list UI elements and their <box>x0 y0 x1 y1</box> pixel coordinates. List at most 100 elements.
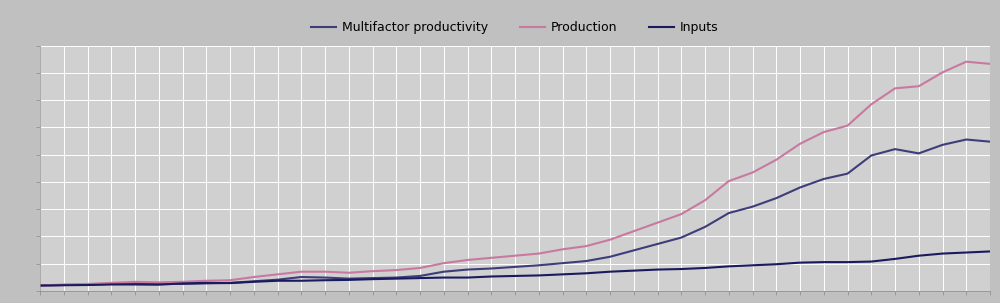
Inputs <box>556 272 568 276</box>
Inputs <box>462 276 474 279</box>
Multifactor productivity <box>366 276 378 280</box>
Multifactor productivity <box>842 172 854 175</box>
Production <box>509 254 521 258</box>
Inputs <box>675 267 687 271</box>
Production <box>105 281 117 285</box>
Multifactor productivity <box>319 276 331 279</box>
Multifactor productivity <box>343 277 355 281</box>
Inputs <box>248 280 260 284</box>
Multifactor productivity <box>818 177 830 181</box>
Multifactor productivity <box>176 282 188 286</box>
Multifactor productivity <box>628 248 640 252</box>
Inputs <box>366 277 378 281</box>
Production <box>248 275 260 279</box>
Inputs <box>319 278 331 282</box>
Inputs <box>818 260 830 264</box>
Production <box>485 256 497 260</box>
Multifactor productivity <box>889 147 901 151</box>
Multifactor productivity <box>248 279 260 283</box>
Inputs <box>913 254 925 258</box>
Inputs <box>58 283 70 287</box>
Production <box>343 271 355 275</box>
Production <box>652 221 664 225</box>
Inputs <box>889 257 901 261</box>
Production <box>34 284 46 287</box>
Multifactor productivity <box>652 242 664 246</box>
Production <box>770 158 782 161</box>
Production <box>556 248 568 251</box>
Inputs <box>960 251 972 254</box>
Inputs <box>390 277 402 281</box>
Multifactor productivity <box>675 236 687 239</box>
Multifactor productivity <box>462 268 474 271</box>
Inputs <box>509 274 521 278</box>
Inputs <box>746 264 759 267</box>
Multifactor productivity <box>200 281 212 285</box>
Inputs <box>438 276 450 279</box>
Production <box>438 261 450 265</box>
Production <box>295 270 307 274</box>
Multifactor productivity <box>129 281 141 285</box>
Production <box>319 270 331 274</box>
Multifactor productivity <box>509 265 521 269</box>
Inputs <box>604 270 616 274</box>
Multifactor productivity <box>746 205 759 208</box>
Inputs <box>842 260 854 264</box>
Multifactor productivity <box>414 274 426 278</box>
Production <box>580 244 592 248</box>
Multifactor productivity <box>533 264 545 267</box>
Inputs <box>984 250 996 253</box>
Inputs <box>580 271 592 275</box>
Multifactor productivity <box>580 259 592 263</box>
Production <box>272 272 284 276</box>
Inputs <box>295 279 307 283</box>
Line: Multifactor productivity: Multifactor productivity <box>40 139 990 285</box>
Multifactor productivity <box>105 282 117 286</box>
Production <box>153 281 165 284</box>
Production <box>865 102 877 106</box>
Inputs <box>129 283 141 286</box>
Multifactor productivity <box>82 283 94 286</box>
Multifactor productivity <box>272 278 284 281</box>
Production <box>390 268 402 272</box>
Multifactor productivity <box>794 186 806 189</box>
Multifactor productivity <box>936 143 948 147</box>
Inputs <box>343 278 355 282</box>
Inputs <box>723 265 735 268</box>
Multifactor productivity <box>485 267 497 270</box>
Inputs <box>628 269 640 272</box>
Legend: Multifactor productivity, Production, Inputs: Multifactor productivity, Production, In… <box>311 21 719 34</box>
Inputs <box>272 279 284 283</box>
Inputs <box>176 281 188 285</box>
Production <box>936 71 948 74</box>
Inputs <box>34 284 46 287</box>
Inputs <box>936 252 948 255</box>
Inputs <box>533 274 545 277</box>
Production <box>794 142 806 146</box>
Production <box>675 212 687 216</box>
Production <box>818 130 830 134</box>
Multifactor productivity <box>58 283 70 287</box>
Multifactor productivity <box>224 281 236 285</box>
Multifactor productivity <box>865 154 877 157</box>
Inputs <box>105 283 117 286</box>
Multifactor productivity <box>438 270 450 274</box>
Multifactor productivity <box>723 211 735 215</box>
Production <box>604 238 616 241</box>
Inputs <box>414 276 426 280</box>
Production <box>723 179 735 183</box>
Inputs <box>82 283 94 287</box>
Production <box>176 280 188 284</box>
Line: Inputs: Inputs <box>40 251 990 285</box>
Inputs <box>224 281 236 285</box>
Inputs <box>770 262 782 266</box>
Production <box>224 278 236 282</box>
Multifactor productivity <box>390 276 402 279</box>
Multifactor productivity <box>295 275 307 279</box>
Inputs <box>865 260 877 263</box>
Production <box>58 283 70 286</box>
Production <box>984 62 996 66</box>
Production <box>414 266 426 270</box>
Production <box>889 87 901 90</box>
Multifactor productivity <box>556 261 568 265</box>
